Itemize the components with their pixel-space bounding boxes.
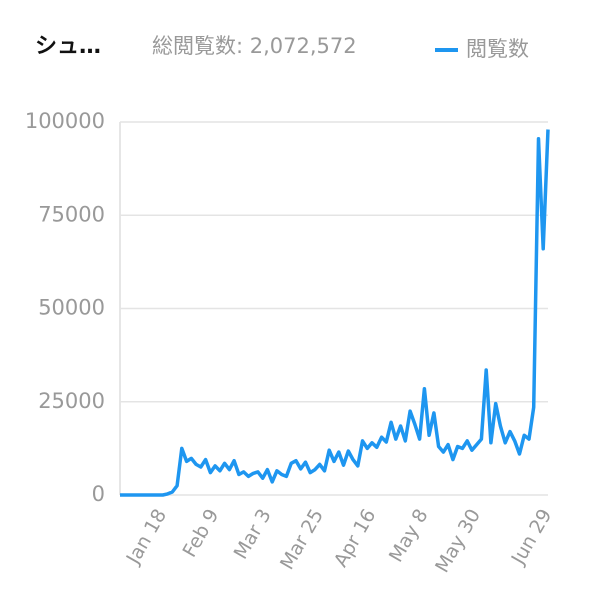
x-tick-label: Feb 9 <box>179 505 224 561</box>
x-tick-label: Jan 18 <box>122 505 171 568</box>
y-tick-label: 75000 <box>38 202 105 226</box>
x-tick-label: Mar 3 <box>230 505 276 563</box>
x-tick-label: May 8 <box>385 505 433 566</box>
y-tick-label: 100000 <box>25 109 105 133</box>
chart-subtitle: 総閲覧数: 2,072,572 <box>152 34 357 58</box>
x-tick-label: Apr 16 <box>330 505 381 571</box>
y-tick-label: 50000 <box>38 296 105 320</box>
legend-label: 閲覧数 <box>466 37 529 61</box>
line-series <box>120 129 550 497</box>
y-tick-label: 25000 <box>38 389 105 413</box>
y-tick-label: 0 <box>92 482 105 506</box>
x-tick-label: May 30 <box>431 505 485 576</box>
x-tick-label: Jun 29 <box>507 505 557 569</box>
x-tick-label: Mar 25 <box>276 505 328 573</box>
chart-title: シュ… <box>35 34 101 59</box>
